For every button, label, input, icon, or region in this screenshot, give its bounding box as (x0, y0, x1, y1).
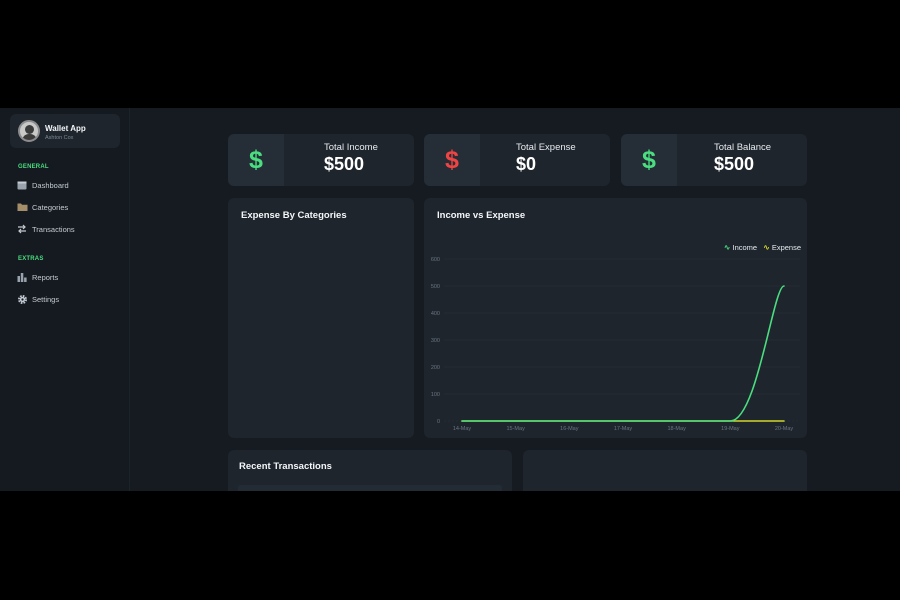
legend-expense-label[interactable]: Expense (771, 243, 801, 252)
sidebar-item-dashboard[interactable]: Dashboard (16, 178, 69, 192)
x-tick-label: 14-May (453, 426, 472, 432)
x-tick-label: 16-May (560, 426, 579, 432)
dollar-icon: $ (424, 134, 480, 186)
secondary-card (523, 450, 807, 491)
sidebar: Wallet App Ashton Cox GENERAL Dashboard … (0, 108, 130, 491)
card-title: Expense By Categories (241, 210, 347, 221)
stat-card-income: $ Total Income $500 (228, 134, 414, 186)
bar-chart-icon (16, 271, 28, 283)
app-window: Wallet App Ashton Cox GENERAL Dashboard … (0, 108, 900, 491)
stat-label: Total Balance (714, 142, 772, 153)
sidebar-item-label: Reports (32, 272, 59, 282)
x-tick-label: 17-May (614, 426, 633, 432)
stat-label: Total Income (324, 142, 378, 153)
sidebar-item-categories[interactable]: Categories (16, 200, 68, 214)
recent-transactions-card: Recent Transactions (228, 450, 512, 491)
profile-card[interactable]: Wallet App Ashton Cox (10, 114, 120, 148)
stat-value: $500 (324, 154, 365, 174)
sidebar-item-label: Dashboard (32, 180, 69, 190)
sidebar-item-reports[interactable]: Reports (16, 270, 58, 284)
y-tick-label: 300 (431, 338, 440, 344)
stat-value: $500 (714, 154, 755, 174)
income-expense-card: Income vs Expense ∿ Income ∿ Expense 0 10… (424, 198, 807, 438)
sidebar-item-transactions[interactable]: Transactions (16, 222, 75, 236)
sidebar-item-label: Transactions (32, 224, 75, 234)
income-expense-chart: 0 100 200 300 400 500 600 14-May 15-May 16-May 17-… (431, 257, 800, 432)
series-line-income (461, 285, 785, 422)
y-tick-label: 200 (431, 365, 440, 371)
y-tick-label: 600 (431, 257, 440, 263)
chart-legend: ∿ Income ∿ Expense (718, 243, 801, 252)
expense-categories-card: Expense By Categories (228, 198, 414, 438)
stat-value: $0 (516, 154, 537, 174)
legend-expense-icon[interactable]: ∿ (763, 243, 770, 252)
card-title: Recent Transactions (239, 461, 332, 472)
x-tick-label: 15-May (506, 426, 525, 432)
y-tick-label: 500 (431, 284, 440, 290)
card-title: Income vs Expense (437, 210, 526, 221)
y-tick-label: 100 (431, 392, 440, 398)
sidebar-item-label: Settings (32, 294, 60, 304)
x-tick-label: 20-May (775, 426, 794, 432)
legend-income-label[interactable]: Income (732, 243, 758, 252)
legend-income-icon[interactable]: ∿ (723, 243, 731, 252)
avatar (18, 120, 40, 142)
y-tick-label: 0 (437, 419, 440, 425)
x-tick-label: 18-May (667, 426, 686, 432)
y-tick-label: 400 (431, 311, 440, 317)
stat-card-expense: $ Total Expense $0 (424, 134, 610, 186)
transfer-icon (16, 223, 28, 235)
dollar-icon: $ (228, 134, 284, 186)
section-extras-title: EXTRAS (18, 256, 44, 262)
sidebar-item-label: Categories (32, 202, 69, 212)
dollar-icon: $ (621, 134, 677, 186)
stat-label: Total Expense (516, 142, 576, 153)
gear-icon (16, 293, 28, 305)
app-name: Wallet App (45, 124, 86, 133)
stat-card-balance: $ Total Balance $500 (621, 134, 807, 186)
user-name: Ashton Cox (45, 135, 74, 141)
folder-icon (16, 201, 28, 213)
section-general-title: GENERAL (18, 164, 49, 170)
x-tick-label: 19-May (721, 426, 740, 432)
calendar-icon (16, 179, 28, 191)
transactions-table-header (238, 485, 502, 491)
sidebar-item-settings[interactable]: Settings (16, 292, 59, 306)
